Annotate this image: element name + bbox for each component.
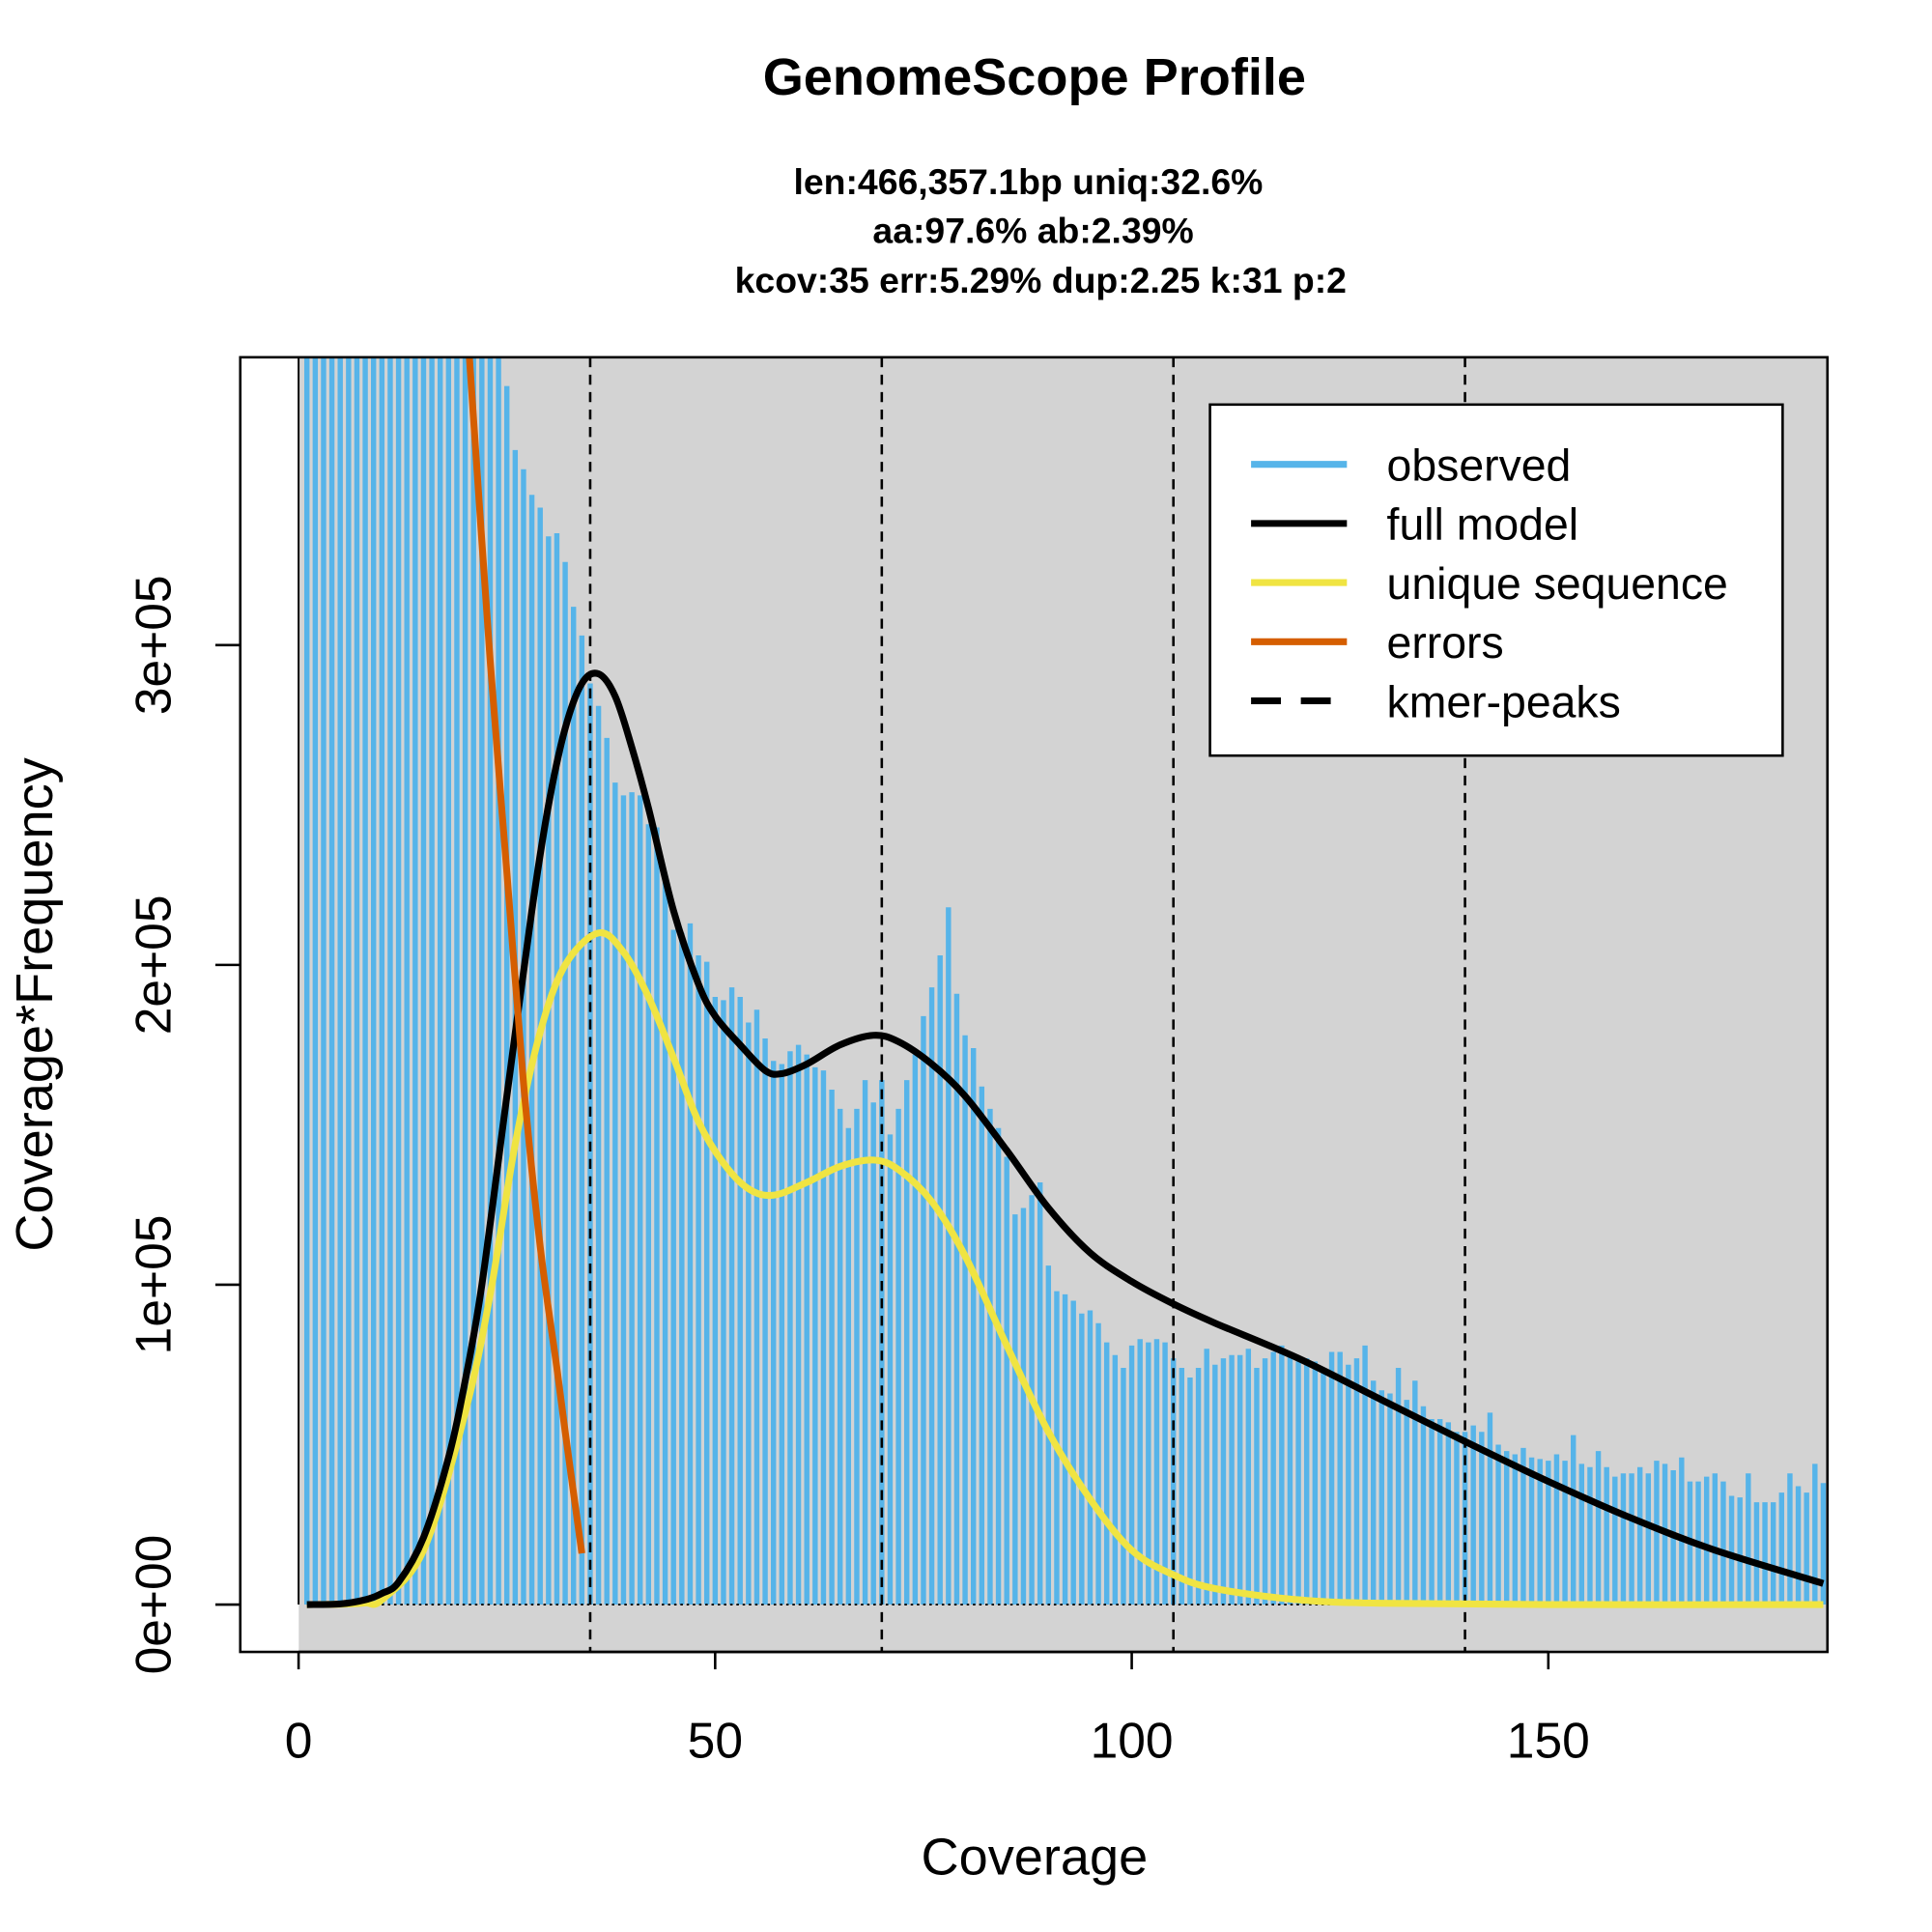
legend-label: observed <box>1387 440 1572 490</box>
x-axis-label: Coverage <box>922 1829 1149 1887</box>
y-tick-label: 2e+05 <box>126 895 182 1036</box>
legend: observed full model unique sequence errors k… <box>1208 403 1784 757</box>
x-tick-label: 100 <box>1091 1713 1174 1769</box>
y-axis-label: Coverage*Frequency <box>6 757 64 1251</box>
x-tick-label: 0 <box>285 1713 313 1769</box>
full-model-curve <box>306 669 1825 1608</box>
chart-title: GenomeScope Profile <box>763 48 1306 106</box>
legend-label: unique sequence <box>1387 558 1728 609</box>
subtitle-line-1: len:466,357.1bp uniq:32.6% <box>794 161 1264 202</box>
unique-sequence-curve <box>306 929 1824 1608</box>
y-tick-label: 1e+05 <box>126 1215 182 1355</box>
subtitle-line-2: aa:97.6% ab:2.39% <box>872 210 1193 250</box>
errors-curve <box>466 356 585 1554</box>
y-tick-label: 3e+05 <box>126 575 182 715</box>
legend-label: full model <box>1387 499 1578 550</box>
x-tick-label: 50 <box>688 1713 743 1769</box>
x-tick-label: 150 <box>1507 1713 1590 1769</box>
legend-label: kmer-peaks <box>1387 676 1621 726</box>
subtitle-line-3: kcov:35 err:5.29% dup:2.25 k:31 p:2 <box>735 260 1347 300</box>
legend-label: errors <box>1387 617 1504 668</box>
y-tick-label: 0e+00 <box>126 1535 182 1675</box>
